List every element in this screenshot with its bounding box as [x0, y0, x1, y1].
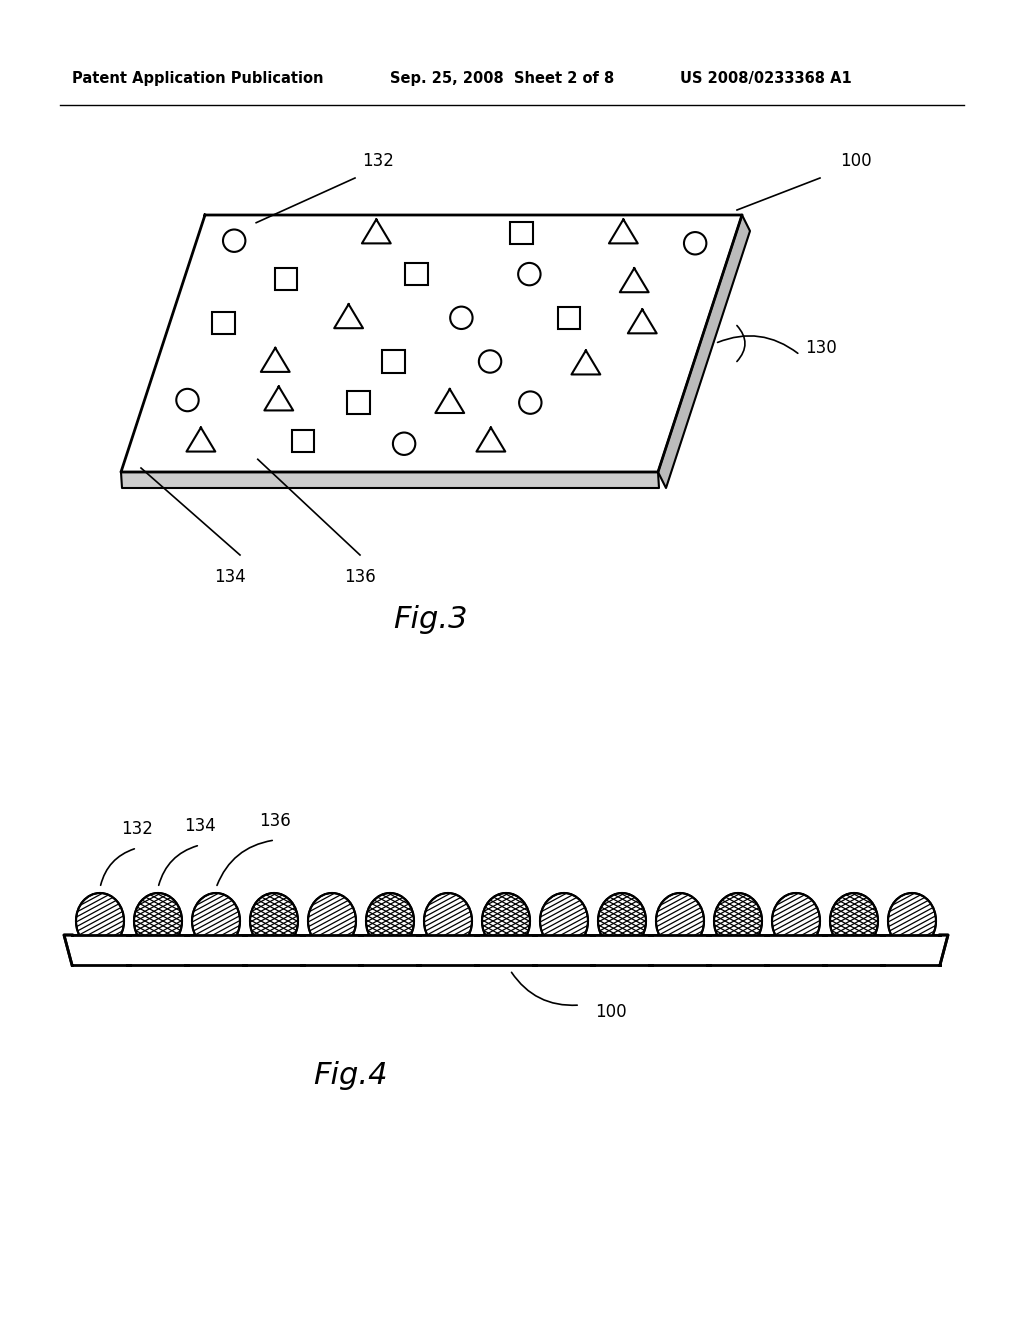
Ellipse shape — [366, 894, 414, 949]
Bar — [306, 935, 358, 968]
Ellipse shape — [76, 894, 124, 949]
Bar — [292, 430, 314, 453]
Ellipse shape — [598, 894, 646, 949]
Bar — [886, 935, 938, 968]
Bar — [480, 935, 532, 968]
Polygon shape — [72, 935, 940, 965]
Ellipse shape — [482, 894, 530, 949]
Bar — [248, 935, 300, 968]
Ellipse shape — [656, 894, 705, 949]
Bar — [347, 392, 370, 413]
Text: Sep. 25, 2008  Sheet 2 of 8: Sep. 25, 2008 Sheet 2 of 8 — [390, 70, 614, 86]
Ellipse shape — [830, 894, 878, 949]
Bar — [406, 263, 428, 285]
Text: 136: 136 — [344, 568, 376, 586]
Bar — [382, 350, 404, 372]
Bar — [654, 935, 706, 968]
Text: 100: 100 — [840, 152, 871, 170]
Text: Fig.4: Fig.4 — [312, 1060, 387, 1089]
Ellipse shape — [308, 894, 356, 949]
Ellipse shape — [540, 894, 588, 949]
Ellipse shape — [772, 894, 820, 949]
Ellipse shape — [250, 894, 298, 949]
Ellipse shape — [134, 894, 182, 949]
Text: 132: 132 — [121, 820, 153, 838]
Bar — [558, 306, 580, 329]
Bar — [596, 935, 648, 968]
Text: 136: 136 — [259, 812, 291, 830]
Bar — [538, 935, 590, 968]
Bar — [132, 935, 184, 968]
Ellipse shape — [424, 894, 472, 949]
Bar — [422, 935, 474, 968]
Text: 134: 134 — [214, 568, 246, 586]
Polygon shape — [121, 473, 659, 488]
Bar — [212, 312, 234, 334]
Bar — [712, 935, 764, 968]
Bar — [510, 222, 532, 244]
Bar — [770, 935, 822, 968]
Polygon shape — [121, 215, 742, 473]
Polygon shape — [658, 215, 750, 488]
Bar — [190, 935, 242, 968]
Text: 100: 100 — [595, 1003, 627, 1020]
Text: Patent Application Publication: Patent Application Publication — [72, 70, 324, 86]
Text: US 2008/0233368 A1: US 2008/0233368 A1 — [680, 70, 852, 86]
Text: Fig.3: Fig.3 — [393, 606, 467, 635]
Bar — [74, 935, 126, 968]
Bar — [274, 268, 297, 290]
Text: 132: 132 — [362, 152, 394, 170]
Text: 130: 130 — [805, 339, 837, 356]
Ellipse shape — [714, 894, 762, 949]
Ellipse shape — [888, 894, 936, 949]
Text: 134: 134 — [184, 817, 216, 836]
Ellipse shape — [193, 894, 240, 949]
Bar — [828, 935, 880, 968]
Bar — [364, 935, 416, 968]
